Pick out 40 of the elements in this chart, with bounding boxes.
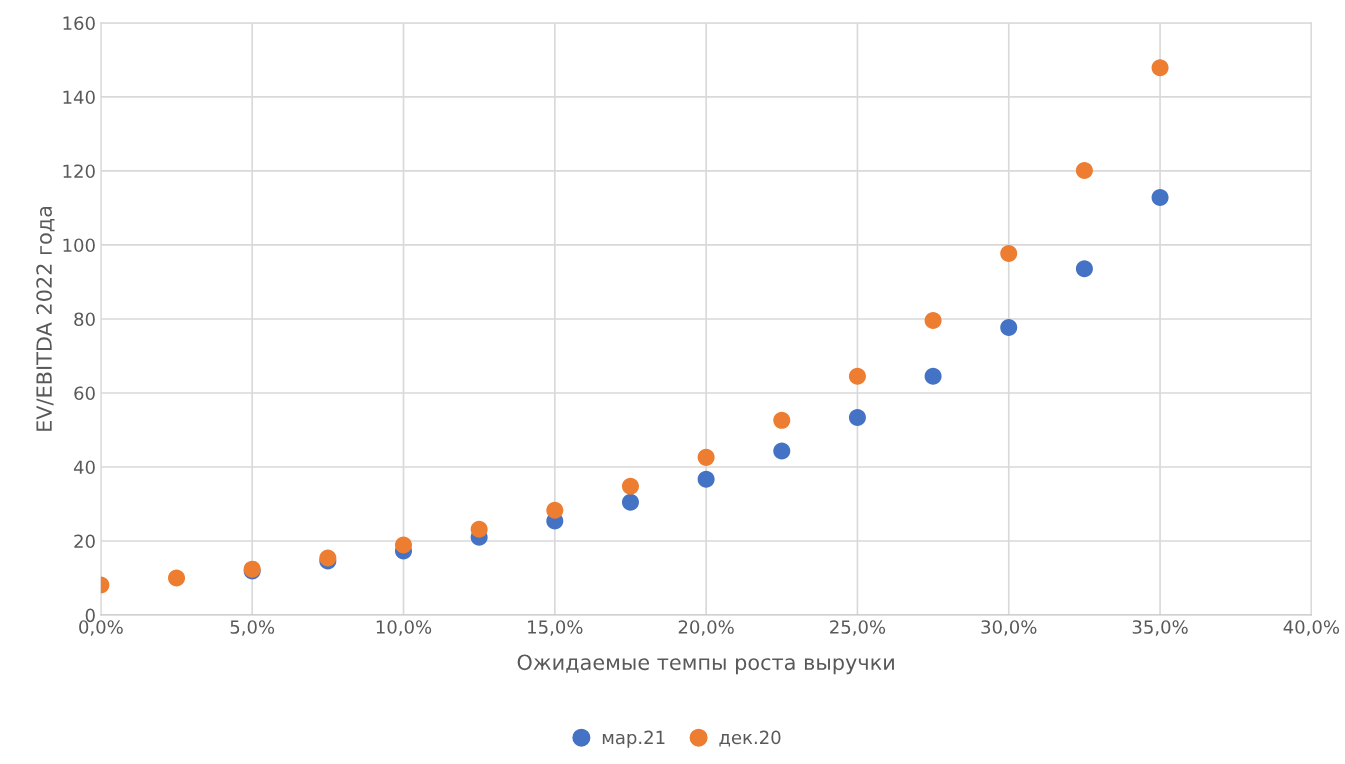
point [697, 448, 715, 466]
y-tick-label: 20 [74, 534, 95, 549]
x-tick-label: 10,0% [376, 620, 432, 636]
point [1000, 244, 1018, 262]
point [168, 569, 186, 587]
point [1151, 189, 1169, 207]
point [773, 411, 791, 429]
point [621, 493, 639, 511]
point [1075, 260, 1093, 278]
legend-label: дек.20 [719, 730, 781, 747]
x-tick-label: 5,0% [230, 620, 275, 636]
point [621, 477, 639, 495]
x-tick-label: 20,0% [678, 620, 734, 636]
legend-label: мар.21 [602, 730, 665, 748]
x-tick-label: 30,0% [981, 620, 1037, 636]
point [848, 367, 866, 385]
y-tick-label: 120 [63, 164, 95, 179]
point [924, 311, 942, 329]
point [773, 442, 791, 460]
point [470, 520, 488, 538]
point [924, 367, 942, 385]
point [1151, 59, 1169, 77]
y-tick-label: 100 [63, 238, 95, 253]
y-tick-label: 40 [73, 460, 95, 475]
x-tick-label: 25,0% [830, 620, 886, 636]
x-axis-title: Ожидаемые темпы роста выручки [517, 654, 894, 675]
y-tick-label: 140 [63, 90, 95, 105]
point [1075, 162, 1093, 180]
y-tick-label: 160 [63, 16, 95, 31]
point [848, 408, 866, 426]
point [394, 536, 413, 554]
y-tick-label: 80 [74, 312, 95, 327]
point [546, 501, 564, 519]
y-axis-title: EV/EBITDA 2022 года [36, 206, 55, 431]
point [1000, 318, 1018, 336]
point [697, 470, 715, 488]
x-tick-label: 35,0% [1132, 620, 1188, 636]
x-tick-label: 15,0% [528, 620, 583, 636]
x-tick-label: 40,0% [1283, 620, 1340, 636]
y-tick-label: 60 [74, 386, 95, 401]
